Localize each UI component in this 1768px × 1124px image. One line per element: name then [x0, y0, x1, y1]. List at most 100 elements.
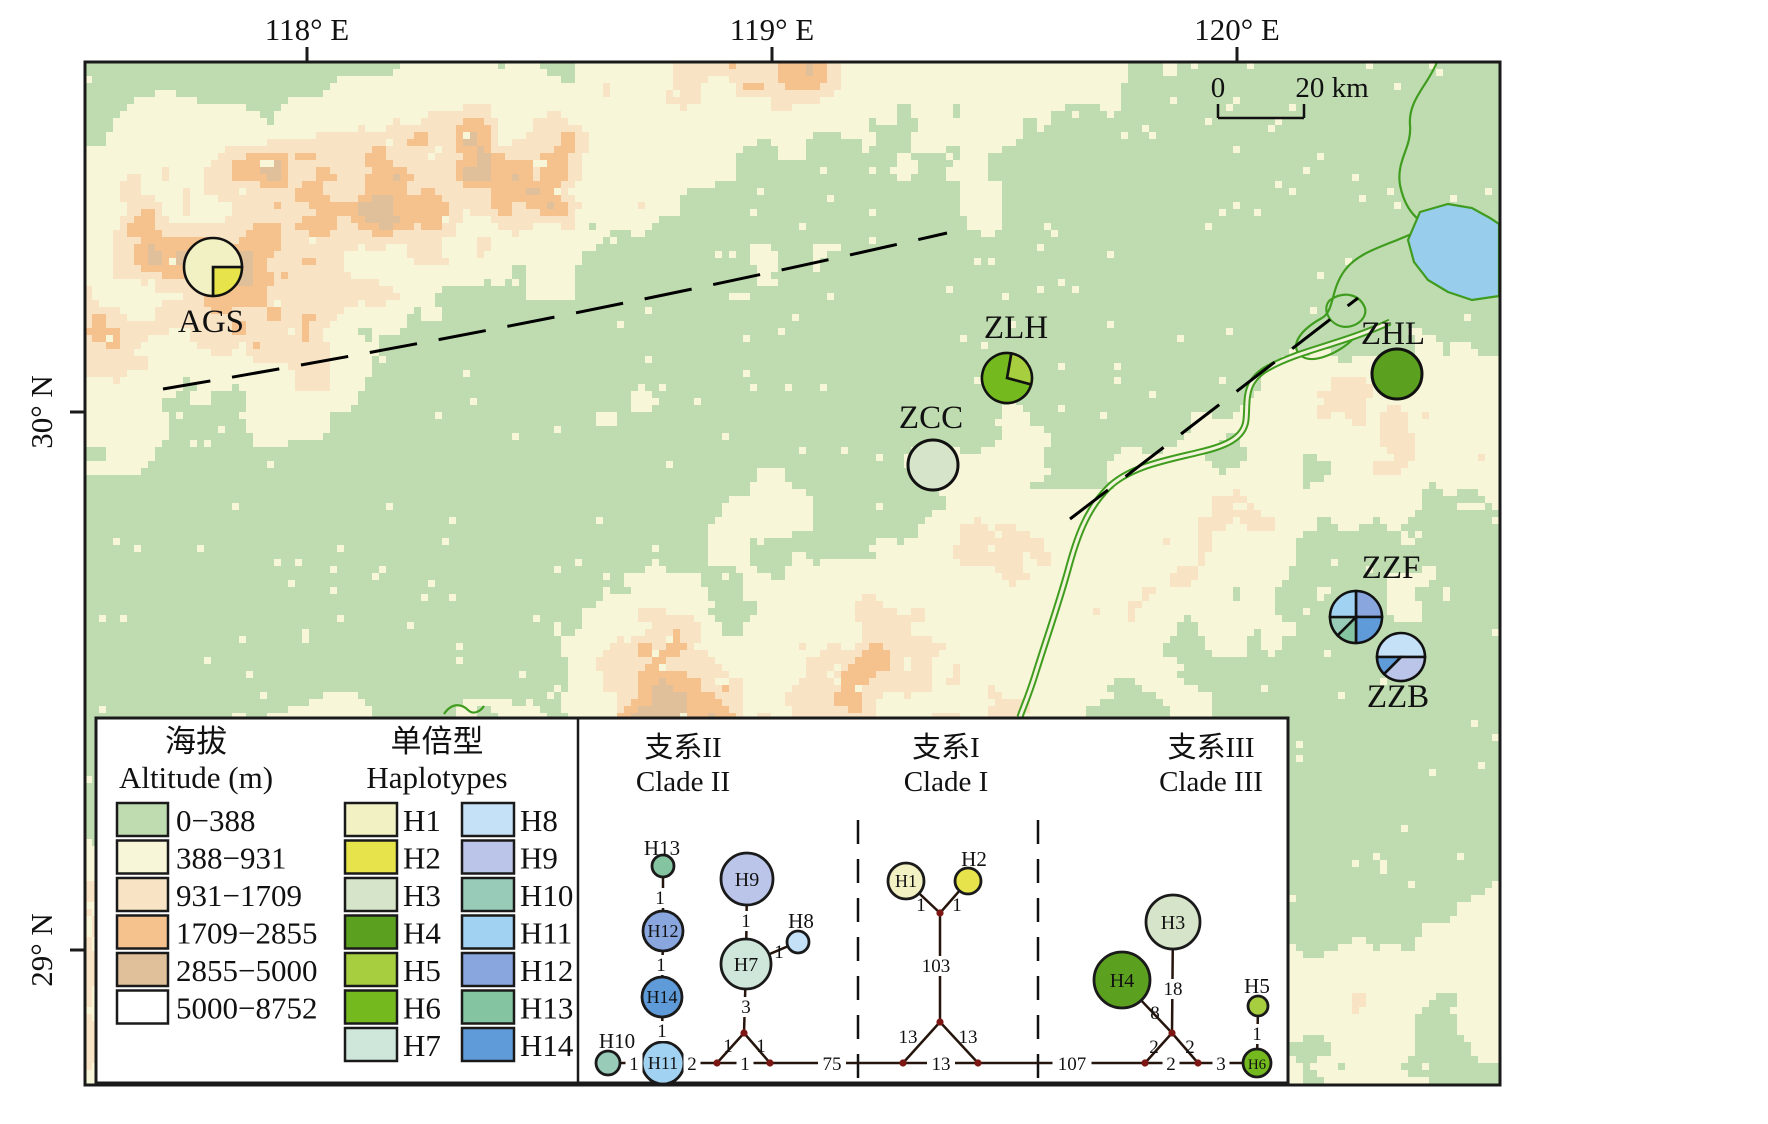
site-label: ZLH	[984, 310, 1048, 346]
median-vector	[936, 909, 944, 917]
clade-title-en: Clade I	[904, 766, 989, 798]
site-pie-slice	[1328, 589, 1358, 619]
median-vector	[1194, 1059, 1202, 1067]
haplotype-label: H11	[520, 916, 572, 951]
edge-label-bg	[736, 1054, 754, 1074]
haplotype-label: H5	[403, 953, 441, 988]
edge-label-bg	[1159, 979, 1187, 999]
site-pies: AGS ZLH ZCC ZHL ZZF ZZB	[178, 236, 1429, 715]
longitude-label: 118° E	[265, 12, 349, 47]
site-ags: AGS	[178, 236, 244, 340]
median-vector	[936, 1018, 944, 1026]
haplotype-swatch	[343, 801, 399, 838]
network-node-h4	[1092, 950, 1152, 1010]
edge-step-label: 3	[1216, 1054, 1226, 1075]
edge-step-label: 1	[741, 911, 751, 932]
edge-label-bg	[625, 1054, 643, 1074]
haplotype-swatch	[460, 951, 516, 988]
network-node-h3	[1144, 893, 1202, 951]
haplotype-label: H10	[520, 878, 573, 913]
site-zlh: ZLH	[980, 310, 1048, 405]
scale-distance-label: 20 km	[1295, 72, 1369, 104]
altitude-range-label: 931−1709	[176, 878, 302, 913]
haplotype-swatch	[343, 839, 399, 875]
haplotype-label: H6	[403, 991, 441, 1026]
node-label-h4: H4	[1110, 970, 1134, 992]
site-zzf: ZZF	[1328, 550, 1421, 645]
network-node-h12	[641, 909, 685, 953]
edge-label-bg	[653, 1021, 671, 1041]
site-zhl: ZHL	[1361, 316, 1425, 401]
network-node-h14	[640, 975, 684, 1019]
site-zcc: ZCC	[899, 400, 963, 492]
edge-step-label: 107	[1058, 1054, 1087, 1075]
edge-step-label: 1	[629, 1054, 639, 1075]
edge-step-label: 2	[1166, 1054, 1176, 1075]
river-braid-3	[1325, 293, 1367, 328]
edge-label-bg	[916, 956, 956, 976]
median-vector	[713, 1059, 721, 1067]
node-label-h8: H8	[788, 909, 814, 933]
network-node-h5	[1246, 994, 1270, 1018]
river-upper	[1398, 61, 1439, 222]
clade-title-cn: 支系III	[1168, 731, 1255, 764]
altitude-swatch	[115, 989, 170, 1025]
altitude-range-label: 1709−2855	[176, 916, 317, 951]
altitude-swatch	[115, 914, 170, 950]
haplotype-swatch	[460, 876, 516, 913]
network-node-h8	[785, 929, 811, 955]
network-edge	[939, 1021, 979, 1064]
altitude-range-label: 388−931	[176, 841, 286, 876]
haplotype-label: H4	[403, 916, 441, 951]
network-node-h9	[719, 851, 775, 907]
network-edge	[902, 1021, 941, 1064]
edge-step-label: 8	[1150, 1003, 1160, 1024]
node-label-h1: H1	[895, 871, 917, 891]
haplotype-swatch	[343, 951, 399, 988]
edge-step-label: 3	[741, 997, 751, 1018]
altitude-swatch	[115, 876, 170, 913]
river-braid-1	[1321, 229, 1421, 319]
haplotype-label: H9	[520, 841, 558, 876]
altitude-title-cn: 海拔	[165, 724, 227, 759]
network-node-h13	[650, 853, 676, 879]
haplotype-label: H2	[403, 841, 441, 876]
edge-label-bg	[927, 1054, 955, 1074]
site-pie	[1370, 347, 1424, 401]
node-label-h3: H3	[1161, 912, 1185, 934]
edge-step-label: 1	[952, 895, 962, 916]
site-pie-slice	[211, 265, 244, 298]
network-node-h10	[594, 1049, 622, 1077]
clade-title-en: Clade II	[636, 766, 730, 798]
node-label-h6: H6	[1248, 1057, 1267, 1073]
lake	[1406, 202, 1501, 302]
latitude-label: 29° N	[24, 913, 59, 987]
site-pie-slice	[182, 236, 244, 298]
altitude-swatch	[115, 839, 170, 875]
altitude-swatch	[115, 801, 170, 838]
haplotype-swatch	[460, 801, 516, 838]
site-pie-slice	[1354, 589, 1384, 619]
node-label-h2: H2	[961, 847, 987, 871]
median-vector	[766, 1059, 774, 1067]
network-node-h2	[953, 866, 983, 896]
altitude-title-en: Altitude (m)	[119, 760, 273, 795]
haplotypes-title-cn: 单倍型	[391, 724, 484, 759]
site-pie-slice	[1005, 351, 1034, 387]
site-pie-slice	[980, 351, 1033, 405]
site-label: ZZF	[1362, 550, 1421, 586]
haplotypes-title-en: Haplotypes	[366, 760, 507, 795]
haplotype-swatch	[343, 989, 399, 1025]
river-main-inner	[1018, 320, 1391, 718]
node-label-h5: H5	[1244, 974, 1270, 998]
latitude-label: 30° N	[24, 375, 59, 449]
edge-step-label: 75	[823, 1054, 842, 1075]
map-frame	[83, 60, 1502, 1087]
edge-step-label: 18	[1164, 979, 1183, 1000]
site-pie-slice	[1375, 655, 1405, 676]
edge-step-label: 13	[959, 1027, 978, 1048]
haplotype-label: H14	[520, 1028, 574, 1063]
clade-title-en: Clade III	[1159, 766, 1263, 798]
